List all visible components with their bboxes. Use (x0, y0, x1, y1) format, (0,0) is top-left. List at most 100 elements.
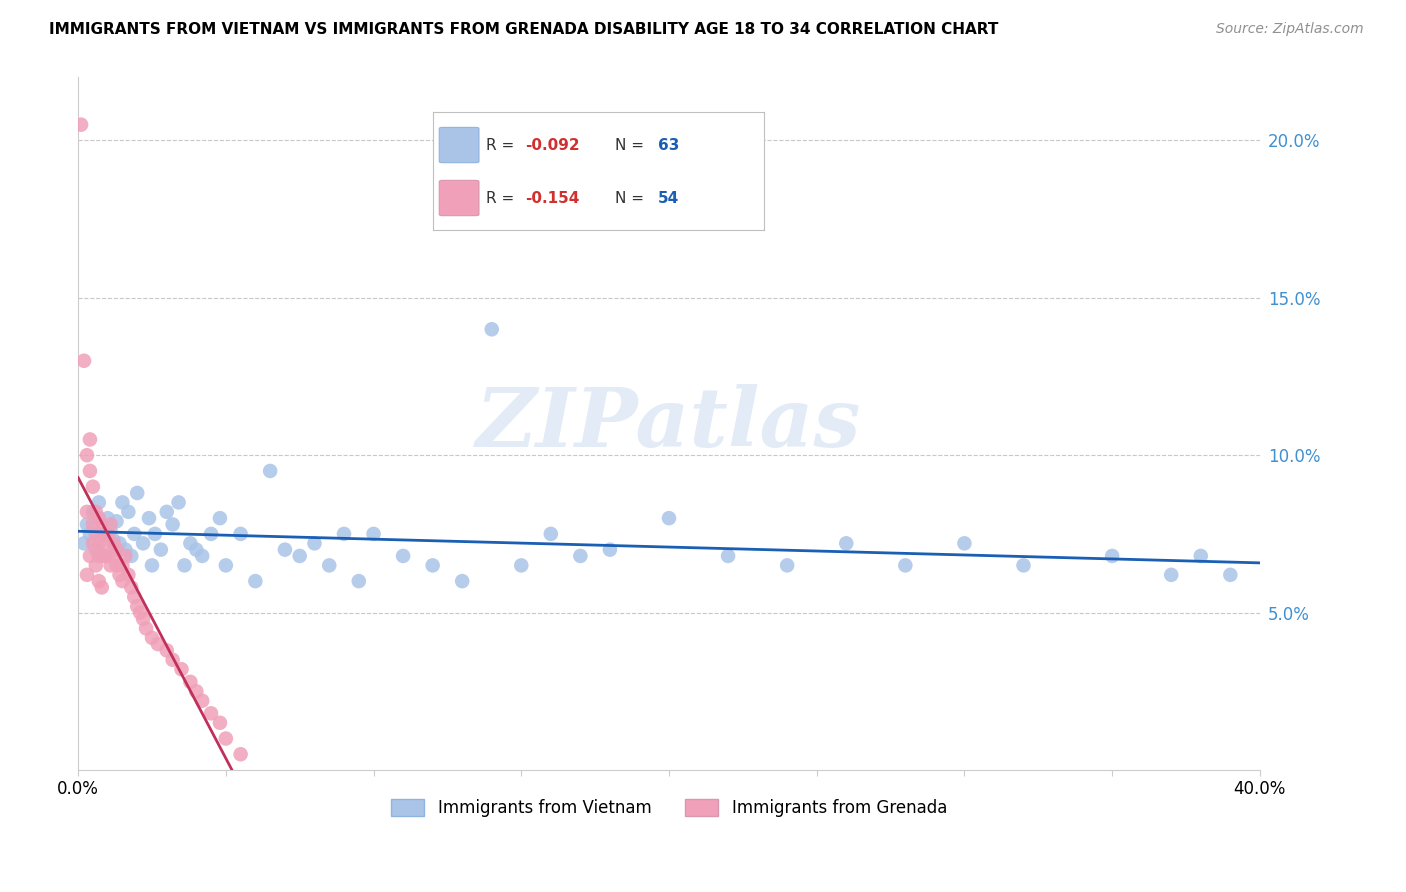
Point (84, 558, 107, 573)
Point (97, 511, 120, 525)
Point (162, 517, 184, 532)
Point (200, 527, 222, 541)
Point (87, 511, 110, 525)
Point (117, 505, 139, 519)
Point (422, 558, 444, 573)
Point (1189, 549, 1212, 563)
Point (97, 549, 120, 563)
Point (200, 706, 222, 721)
Point (122, 590, 145, 604)
Point (87, 495, 110, 509)
Point (79, 433, 101, 447)
Point (363, 527, 385, 541)
Point (127, 486, 149, 500)
Point (100, 517, 122, 532)
Point (392, 549, 415, 563)
Point (347, 574, 370, 588)
Point (108, 567, 131, 582)
Point (103, 533, 125, 548)
Point (132, 612, 155, 626)
Point (93, 549, 115, 563)
Point (156, 643, 179, 657)
Text: IMMIGRANTS FROM VIETNAM VS IMMIGRANTS FROM GRENADA DISABILITY AGE 18 TO 34 CORRE: IMMIGRANTS FROM VIETNAM VS IMMIGRANTS FR… (49, 22, 998, 37)
Point (143, 527, 166, 541)
Point (149, 542, 172, 557)
Point (510, 558, 533, 573)
Point (90, 549, 112, 563)
Point (1219, 567, 1241, 582)
Point (100, 558, 122, 573)
Point (894, 558, 917, 573)
Point (132, 536, 155, 550)
Point (288, 549, 311, 563)
Point (156, 505, 179, 519)
Point (229, 527, 252, 541)
Point (70, 118, 93, 132)
Point (111, 558, 134, 573)
Point (173, 558, 195, 573)
Point (103, 536, 125, 550)
Point (93, 527, 115, 541)
Point (245, 574, 267, 588)
Point (135, 621, 157, 635)
Point (90, 517, 112, 532)
Point (215, 558, 238, 573)
Legend: Immigrants from Vietnam, Immigrants from Grenada: Immigrants from Vietnam, Immigrants from… (384, 792, 953, 824)
Point (451, 574, 474, 588)
Point (82, 505, 104, 519)
Point (90, 527, 112, 541)
Point (186, 684, 208, 698)
Point (229, 747, 252, 762)
Point (304, 536, 326, 550)
Point (481, 322, 503, 336)
Point (79, 549, 101, 563)
Point (274, 542, 297, 557)
Point (953, 536, 976, 550)
Point (259, 464, 281, 478)
Point (776, 558, 799, 573)
Point (122, 527, 145, 541)
Point (103, 549, 125, 563)
Point (82, 517, 104, 532)
Point (208, 511, 231, 525)
Point (105, 514, 128, 528)
Point (117, 567, 139, 582)
Point (114, 549, 136, 563)
Point (111, 574, 134, 588)
Point (120, 549, 142, 563)
Point (87, 536, 110, 550)
Point (73, 536, 96, 550)
Point (84, 505, 107, 519)
Point (100, 524, 122, 538)
Point (84, 542, 107, 557)
Point (162, 653, 184, 667)
Point (105, 542, 128, 557)
Text: ZIPatlas: ZIPatlas (477, 384, 862, 464)
Point (87, 574, 110, 588)
Point (90, 581, 112, 595)
Point (76, 448, 98, 462)
Point (97, 527, 120, 541)
Point (79, 527, 101, 541)
Point (170, 662, 193, 676)
Point (141, 558, 163, 573)
Point (333, 527, 356, 541)
Point (138, 511, 160, 525)
Point (215, 731, 238, 746)
Point (114, 542, 136, 557)
Point (599, 542, 621, 557)
Point (179, 674, 201, 689)
Point (1012, 558, 1035, 573)
Point (111, 495, 134, 509)
Point (127, 599, 149, 614)
Point (146, 637, 169, 651)
Text: Source: ZipAtlas.com: Source: ZipAtlas.com (1216, 22, 1364, 37)
Point (191, 549, 214, 563)
Point (191, 694, 214, 708)
Point (318, 558, 340, 573)
Point (79, 464, 101, 478)
Point (108, 536, 131, 550)
Point (1101, 549, 1123, 563)
Point (87, 549, 110, 563)
Point (129, 606, 152, 620)
